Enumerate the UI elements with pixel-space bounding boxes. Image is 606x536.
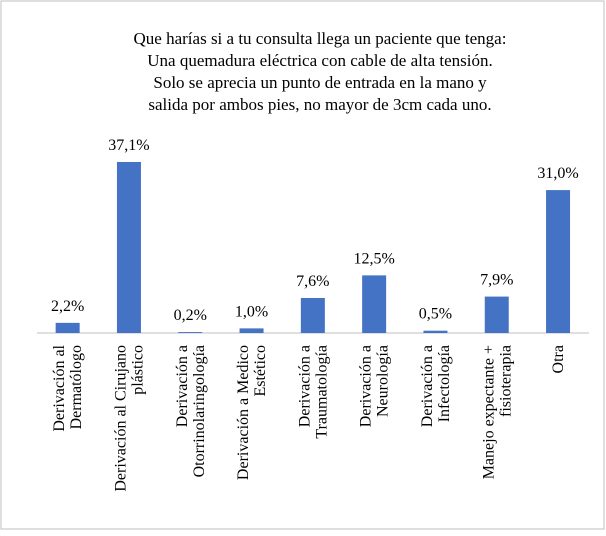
chart-title: Que harías si a tu consulta llega un pac…	[134, 29, 507, 48]
x-tick-label: Otra	[550, 345, 567, 373]
value-label: 12,5%	[353, 250, 394, 267]
value-label: 0,5%	[419, 306, 452, 323]
x-tick-label: Traumatología	[313, 345, 330, 439]
chart-title: salida por ambos pies, no mayor de 3cm c…	[148, 95, 491, 114]
x-tick-label: Derivación a	[296, 345, 313, 427]
bar	[362, 275, 387, 333]
value-label: 7,6%	[296, 273, 329, 290]
value-label: 1,0%	[235, 303, 268, 320]
value-label: 7,9%	[480, 272, 513, 289]
x-tick-label: Derivación a	[419, 345, 436, 427]
bar	[116, 161, 141, 333]
bar	[239, 328, 264, 333]
chart-title: Solo se aprecia un punto de entrada en l…	[153, 73, 487, 92]
x-tick-label: Derivación a	[358, 345, 375, 427]
x-tick-label: Dermatólogo	[68, 345, 85, 429]
bar	[178, 332, 203, 333]
x-tick-label: Derivación a	[174, 345, 191, 427]
x-tick-label: Manejo expectante +	[480, 345, 497, 479]
x-tick-label: Derivación a Medico	[235, 345, 252, 480]
value-label: 0,2%	[174, 307, 207, 324]
value-label: 37,1%	[108, 137, 149, 154]
x-tick-label: plástico	[129, 345, 146, 395]
chart-title: Una quemadura eléctrica con cable de alt…	[147, 51, 493, 70]
bar	[484, 296, 509, 333]
value-label: 31,0%	[537, 165, 578, 182]
x-tick-label: Derivación al Cirujano	[112, 345, 129, 492]
x-tick-label: Otorrinolaringología	[191, 345, 208, 477]
x-tick-label: fisioterapia	[497, 345, 514, 417]
x-tick-label: Estético	[252, 345, 269, 397]
x-tick-label: Infectología	[436, 345, 453, 422]
bar	[546, 190, 571, 333]
bar	[300, 297, 325, 333]
bar	[55, 322, 80, 333]
value-label: 2,2%	[51, 298, 84, 315]
x-tick-label: Derivación al	[51, 344, 68, 431]
x-tick-label: Neurología	[375, 345, 392, 417]
bar	[423, 330, 448, 333]
